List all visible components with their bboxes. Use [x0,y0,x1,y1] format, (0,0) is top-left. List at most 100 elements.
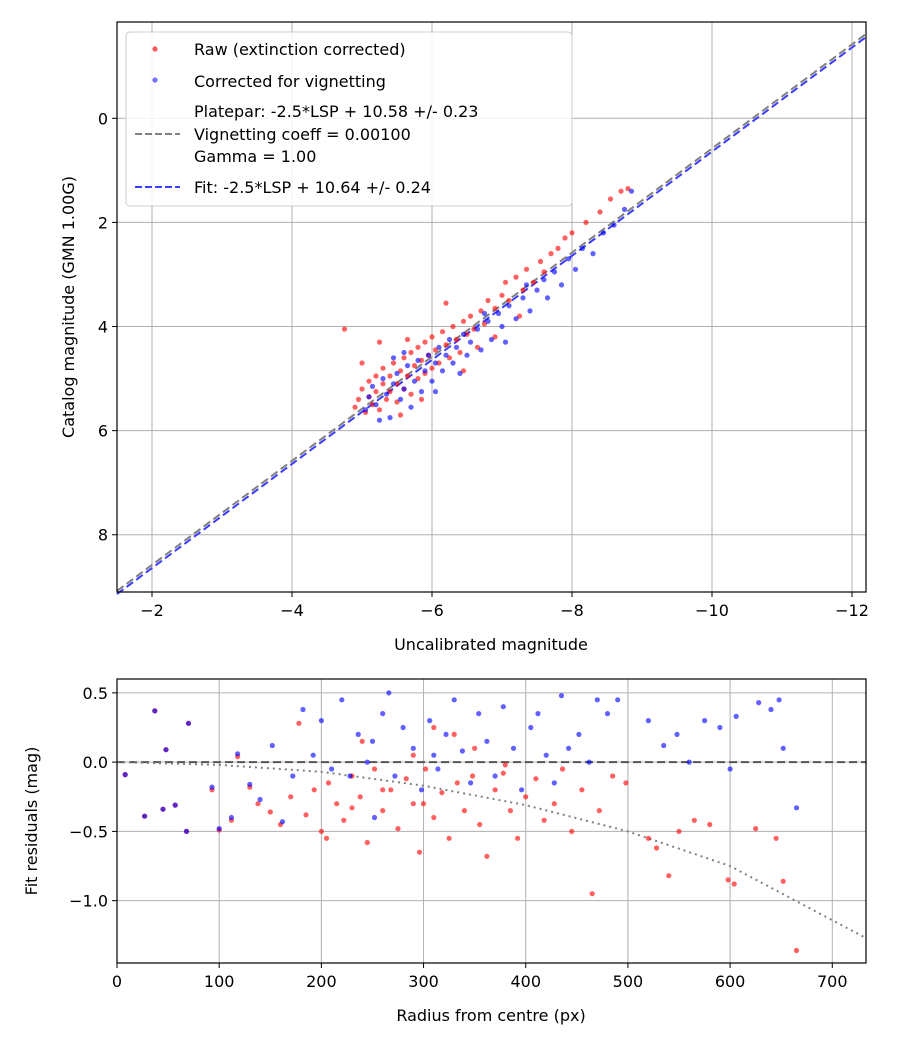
top-corrected-point [453,344,460,350]
top-corrected-point [436,344,442,350]
bottom-raw-point [507,808,513,814]
legend-gamma-label: Gamma = 1.00 [194,147,316,166]
bottom-raw-point [589,891,595,897]
bottom-corrected-point [484,738,490,744]
top-raw-point [376,407,383,413]
bottom-raw-point [288,794,294,800]
top-corrected-point [502,339,509,345]
bottom-raw-point [403,776,409,782]
top-corrected-point [401,386,407,392]
legend-box [125,31,573,207]
bottom-corrected-point [247,781,253,787]
bottom-raw-point [596,808,602,814]
bottom-corrected-point [371,814,378,821]
bottom-corrected-point [717,724,723,731]
top-corrected-point [474,326,481,332]
top-corrected-point [506,303,512,309]
legend-corrected-marker [152,77,158,83]
bottom-raw-point [477,821,483,828]
bottom-corrected-point [459,748,465,754]
bottom-corrected-point [674,731,680,738]
bottom-corrected-point [163,747,169,753]
bottom-raw-point [569,828,575,835]
bottom-corrected-point [418,787,425,793]
top-corrected-point [415,357,421,363]
top-raw-point [555,245,561,251]
bottom-raw-point [255,801,261,807]
bottom-raw-point [731,881,737,887]
bottom-x-tick-label: 200 [306,972,337,991]
top-corrected-point [478,347,484,353]
top-corrected-point [366,394,372,400]
top-y-axis-title: Catalog magnitude (GMN 1.00G) [59,176,78,438]
bottom-raw-point [334,801,340,807]
bottom-corrected-point [686,759,692,765]
bottom-y-tick-label: 0.5 [83,684,108,703]
bottom-raw-point [484,853,490,859]
bottom-corrected-point [410,745,416,751]
bottom-raw-point [311,787,317,793]
bottom-raw-point [676,828,682,835]
top-raw-point [373,389,379,395]
top-scatter-points [341,186,635,423]
bottom-corrected-point [183,828,190,835]
top-corrected-point [467,339,474,345]
bottom-corrected-point [492,773,498,779]
top-x-tick-label: −12 [835,601,869,620]
bottom-raw-point [364,839,370,846]
top-corrected-point [495,310,502,317]
bottom-corrected-point [160,806,166,812]
bottom-x-tick-label: 300 [408,972,439,991]
top-raw-point [583,219,589,225]
top-raw-point [502,279,509,285]
top-raw-point [467,313,474,319]
bottom-corrected-point [216,826,222,832]
top-plot: −2 −4 −6 −8 −10 −12 0 2 4 6 8 Uncalibrated magnitu… [59,21,869,654]
bottom-corrected-point [594,697,600,703]
bottom-raw-point [492,787,498,793]
bottom-scatter-points [122,690,800,954]
bottom-corrected-point [257,796,263,803]
top-raw-point [373,373,379,379]
top-x-tick-label: −4 [280,601,304,620]
bottom-x-axis-title: Radius from centre (px) [396,1006,585,1025]
top-raw-point [415,344,421,350]
bottom-corrected-point [543,752,549,758]
bottom-x-tick-label: 700 [817,972,848,991]
bottom-corrected-point [427,718,433,724]
bottom-corrected-point [386,690,392,696]
bottom-raw-point [323,835,330,841]
top-raw-point [439,329,446,335]
bottom-raw-point [773,835,779,841]
top-raw-point [597,209,603,215]
bottom-corrected-point [510,745,517,751]
top-raw-point [376,339,383,345]
bottom-raw-point [296,720,302,726]
top-raw-point [492,305,498,311]
top-y-tick-label: 8 [98,526,108,545]
top-corrected-point [373,402,379,408]
bottom-corrected-point [122,772,128,778]
top-corrected-point [390,355,397,361]
top-raw-point [380,381,386,387]
top-corrected-point [380,376,386,382]
top-corrected-point [425,352,432,358]
top-corrected-point [387,415,393,421]
top-corrected-point [541,277,547,283]
top-raw-point [537,258,544,265]
bottom-raw-point [579,787,585,793]
legend-raw-label: Raw (extinction corrected) [194,40,406,59]
bottom-raw-point [623,780,629,786]
bottom-raw-point [515,835,521,841]
legend-fit-label: Fit: -2.5*LSP + 10.64 +/- 0.24 [194,178,431,197]
top-corrected-point [457,370,463,376]
top-x-tick-label: −10 [695,601,729,620]
bottom-corrected-point [768,706,774,713]
bottom-raw-point [541,817,547,823]
bottom-corrected-point [645,718,652,724]
top-corrected-point [432,360,439,366]
bottom-raw-point [388,787,394,793]
bottom-raw-point [423,766,429,772]
bottom-corrected-point [500,704,506,710]
top-raw-point [422,339,428,345]
